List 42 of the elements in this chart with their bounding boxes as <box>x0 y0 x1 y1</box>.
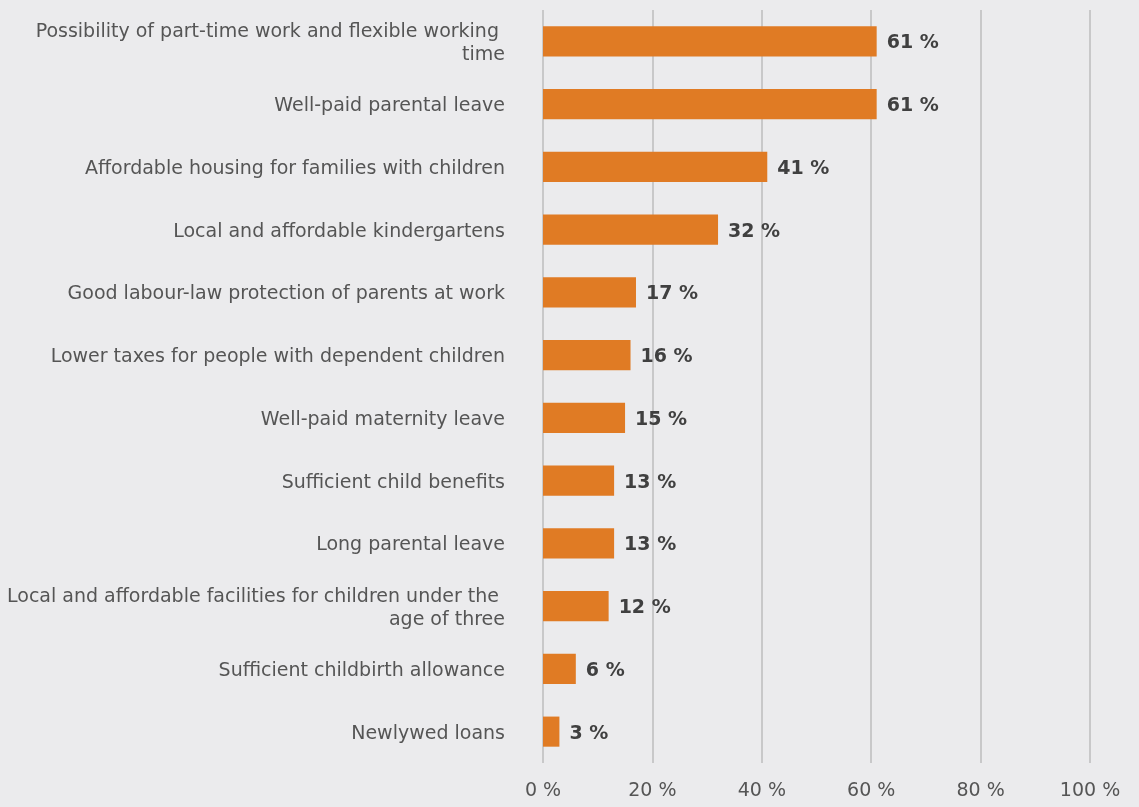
y-tick-label: Sufficient childbirth allowance <box>218 657 505 680</box>
bar <box>543 591 609 622</box>
bar <box>543 465 615 496</box>
data-label: 13 % <box>624 469 677 492</box>
x-tick-label: 0 % <box>524 777 562 800</box>
x-tick-label: 80 % <box>956 777 1005 800</box>
y-tick-label: Local and affordable kindergartens <box>173 218 505 241</box>
y-tick-label: Lower taxes for people with dependent children <box>50 344 505 367</box>
bar <box>543 277 636 308</box>
data-label: 17 % <box>645 281 699 304</box>
y-tick-label: Sufficient child benefits <box>281 469 505 492</box>
data-label: 13 % <box>624 532 677 555</box>
data-label: 41 % <box>777 155 830 178</box>
bar <box>543 340 631 371</box>
data-label: 61 % <box>886 93 939 116</box>
x-tick-label: 60 % <box>847 777 896 800</box>
x-tick-label: 100 % <box>1059 777 1121 800</box>
data-label: 12 % <box>618 595 671 618</box>
bar <box>543 151 768 182</box>
data-label: 32 % <box>728 218 781 241</box>
data-label: 6 % <box>585 657 625 680</box>
y-tick-label: Local and affordable facilities for children under the age of three <box>7 583 505 629</box>
y-tick-label: Good labour-law protection of parents at work <box>67 281 505 304</box>
y-tick-label: Affordable housing for families with children <box>84 155 505 178</box>
data-label: 16 % <box>640 344 693 367</box>
data-label: 15 % <box>635 406 688 429</box>
data-label: 61 % <box>886 30 939 53</box>
bar <box>543 402 626 433</box>
data-label: 3 % <box>569 720 609 743</box>
y-tick-label: Possibility of part-time work and flexible working time <box>35 18 505 64</box>
y-tick-label: Well-paid parental leave <box>274 93 505 116</box>
y-tick-label: Well-paid maternity leave <box>260 406 505 429</box>
bar <box>543 528 615 559</box>
x-tick-label: 40 % <box>737 777 786 800</box>
bar <box>543 214 719 245</box>
x-tick-label: 20 % <box>628 777 677 800</box>
bar <box>543 653 576 684</box>
bar <box>543 26 877 57</box>
y-tick-label: Newlywed loans <box>351 720 505 743</box>
y-tick-label: Long parental leave <box>316 532 505 555</box>
bar <box>543 89 877 120</box>
bar <box>543 716 560 747</box>
